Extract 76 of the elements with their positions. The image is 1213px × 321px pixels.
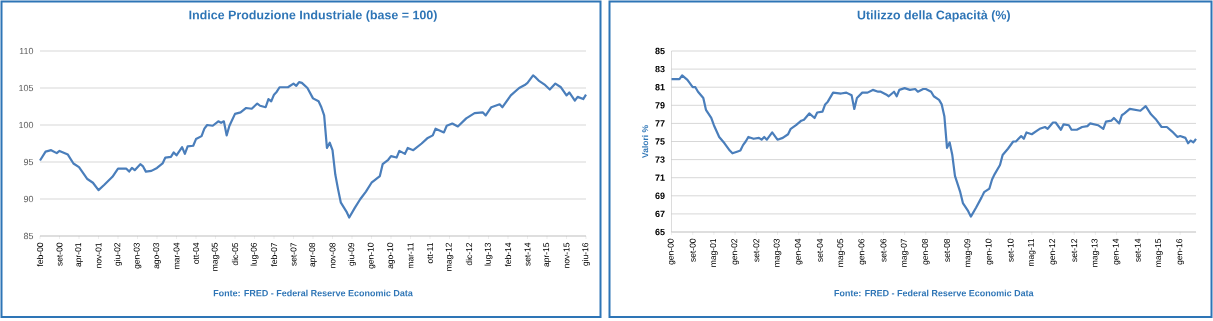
- x-tick-label: feb-07: [270, 242, 278, 267]
- x-tick-label: mag-09: [964, 238, 973, 267]
- y-tick-label: 105: [19, 84, 34, 92]
- y-tick-label: 73: [655, 156, 665, 163]
- x-tick-label: mag-05: [837, 238, 845, 267]
- x-tick-label: dic-12: [465, 242, 473, 266]
- y-tick-label: 67: [655, 210, 665, 218]
- y-tick-label: 65: [655, 228, 665, 236]
- x-tick-label: set-00: [56, 242, 63, 266]
- x-tick-label: set-14: [1134, 238, 1141, 262]
- y-tick-label: 90: [23, 195, 34, 203]
- x-tick-label: gen-08: [921, 238, 930, 265]
- x-tick-label: set-00: [689, 238, 696, 262]
- x-tick-label: mag-07: [900, 238, 909, 267]
- y-tick-label: 69: [655, 192, 665, 199]
- chart-title: Indice Produzione Industriale (base = 100): [189, 10, 437, 22]
- x-tick-label: gen-12: [1049, 238, 1057, 265]
- x-tick-label: apr-08: [309, 242, 317, 267]
- x-tick-label: ott-04: [193, 242, 199, 264]
- x-tick-label: giu-16: [582, 242, 590, 266]
- x-tick-label: gen-14: [1112, 238, 1121, 265]
- x-tick-label: mag-05: [211, 242, 220, 271]
- x-tick-label: gen-10: [367, 242, 376, 269]
- x-tick-label: gen-04: [794, 238, 803, 265]
- y-tick-label: 85: [23, 232, 34, 240]
- x-tick-label: gen-16: [1176, 238, 1184, 265]
- x-tick-label: ott-11: [427, 242, 433, 264]
- x-tick-label: dic-05: [231, 242, 239, 266]
- y-tick-label: 95: [23, 158, 34, 166]
- x-tick-label: set-06: [880, 238, 887, 262]
- x-tick-label: gen-02: [731, 238, 739, 265]
- x-tick-label: apr-15: [543, 242, 551, 267]
- y-tick-label: 75: [655, 138, 665, 145]
- x-tick-label: set-04: [816, 238, 823, 262]
- x-tick-label: lug-06: [250, 242, 259, 266]
- x-tick-label: ago-10: [387, 242, 395, 269]
- chart-title: Utilizzo della Capacità (%): [857, 10, 1010, 22]
- x-tick-label: gen-10: [985, 238, 994, 265]
- x-tick-label: mag-11: [1027, 238, 1036, 267]
- x-tick-label: gen-00: [667, 238, 676, 265]
- y-tick-label: 79: [655, 102, 665, 109]
- y-tick-label: 83: [655, 65, 665, 73]
- y-tick-label: 71: [655, 174, 665, 181]
- x-tick-label: feb-14: [504, 242, 512, 267]
- x-tick-label: giu-02: [114, 242, 122, 266]
- x-tick-label: set-08: [944, 238, 950, 262]
- y-tick-label: 77: [655, 120, 665, 127]
- x-tick-label: set-10: [1007, 238, 1014, 262]
- x-tick-label: set-07: [290, 242, 297, 266]
- x-tick-label: mag-13: [1091, 238, 1100, 267]
- y-tick-label: 85: [655, 47, 665, 55]
- x-tick-label: gen-03: [133, 242, 142, 269]
- y-tick-label: 100: [19, 121, 34, 129]
- y-tick-label: 110: [19, 47, 34, 55]
- y-tick-label: 81: [655, 84, 665, 91]
- x-tick-label: nov-08: [329, 242, 336, 268]
- x-tick-label: set-12: [1071, 238, 1078, 262]
- x-tick-label: nov-01: [95, 242, 102, 268]
- x-tick-label: feb-00: [36, 242, 44, 267]
- y-axis-title: Valori %: [641, 125, 649, 158]
- x-tick-label: mar-11: [407, 242, 414, 269]
- x-tick-label: lug-13: [484, 242, 493, 266]
- source-note: Fonte: FRED - Federal Reserve Economic Data: [834, 289, 1034, 297]
- x-tick-label: ago-03: [153, 242, 161, 269]
- x-tick-label: mag-15: [1155, 238, 1163, 267]
- x-tick-label: mag-12: [445, 242, 454, 271]
- x-tick-label: apr-01: [75, 242, 83, 267]
- x-tick-label: set-14: [524, 242, 531, 266]
- x-tick-label: mar-04: [173, 242, 180, 269]
- x-tick-label: mag-03: [773, 238, 782, 267]
- x-tick-label: giu-09: [348, 242, 356, 266]
- x-tick-label: nov-15: [563, 242, 570, 268]
- x-tick-label: mag-01: [710, 238, 718, 267]
- x-tick-label: set-02: [753, 238, 760, 262]
- source-note: Fonte: FRED - Federal Reserve Economic Data: [213, 289, 413, 297]
- x-tick-label: gen-06: [858, 238, 867, 265]
